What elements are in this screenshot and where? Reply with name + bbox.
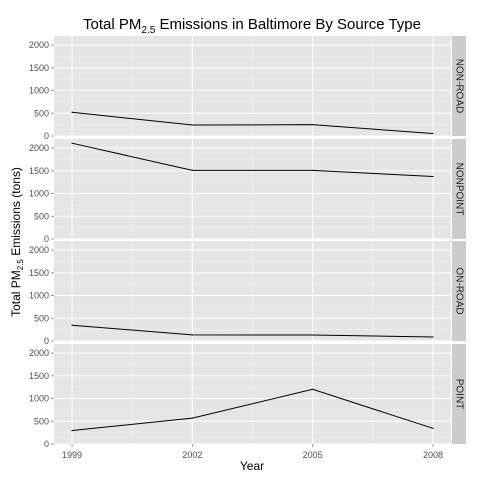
x-tick-label: 2002 — [182, 450, 202, 460]
data-point — [312, 334, 314, 336]
y-tick-label: 1000 — [29, 394, 49, 404]
series-line — [71, 388, 434, 431]
data-point — [312, 124, 314, 126]
facet-panels: 0 500 1000 1500 2000 NON-ROAD 0 500 1000 1500 2000… — [29, 36, 466, 449]
data-point — [432, 132, 434, 135]
data-point — [71, 429, 73, 432]
strip-background — [452, 344, 466, 444]
data-point — [71, 111, 73, 113]
y-tick-label: 1500 — [29, 166, 49, 176]
y-tick-label: 2000 — [29, 245, 49, 255]
strip-label: POINT — [453, 379, 464, 410]
data-point — [432, 427, 434, 429]
y-axis-title-subscript: 2.5 — [16, 259, 25, 271]
y-tick-label: 500 — [34, 416, 49, 426]
data-point — [432, 336, 434, 338]
x-axis: 1999 2002 2005 2008 — [62, 444, 443, 460]
chart-title-prefix: Total PM — [83, 16, 141, 33]
strip-label: ON-ROAD — [453, 267, 464, 314]
y-tick-label: 0 — [44, 439, 49, 449]
data-point — [191, 417, 193, 419]
data-point — [191, 334, 193, 336]
strip-background — [452, 36, 466, 136]
y-axis-title: Total PM2.5 Emissions (tons) — [9, 167, 25, 317]
y-axis-title-suffix: Emissions (tons) — [9, 167, 23, 259]
chart-title-suffix: Emissions in Baltimore By Source Type — [155, 16, 421, 33]
series-line — [72, 324, 433, 338]
y-tick-label: 0 — [44, 131, 49, 141]
x-tick-label: 2008 — [423, 450, 443, 460]
facet-panel: 0 500 1000 1500 2000 POINT — [29, 344, 466, 449]
y-tick-label: 500 — [34, 108, 49, 118]
y-tick-label: 500 — [34, 211, 49, 221]
y-tick-label: 1500 — [29, 63, 49, 73]
y-tick-label: 2000 — [29, 348, 49, 358]
y-axis-title-prefix: Total PM — [9, 270, 23, 317]
facet-panel: 0 500 1000 1500 2000 ON-ROAD — [29, 241, 466, 346]
y-tick-label: 1000 — [29, 189, 49, 199]
y-tick-label: 1500 — [29, 371, 49, 381]
y-tick-label: 2000 — [29, 143, 49, 153]
chart-title-subscript: 2.5 — [141, 25, 155, 36]
strip-label: NON-ROAD — [453, 59, 464, 113]
strip-background — [452, 139, 466, 239]
data-point — [312, 169, 314, 171]
strip-label: NONPOINT — [453, 163, 464, 216]
strip-background — [452, 241, 466, 341]
data-point — [191, 124, 193, 126]
x-tick-label: 1999 — [62, 450, 82, 460]
y-tick-label: 1000 — [29, 86, 49, 96]
x-tick-label: 2005 — [303, 450, 323, 460]
y-tick-label: 0 — [44, 234, 49, 244]
data-point — [71, 324, 73, 326]
data-point — [71, 142, 73, 144]
data-point — [312, 388, 314, 390]
data-point — [432, 175, 434, 178]
x-axis-title: Year — [240, 459, 264, 473]
series-line — [71, 142, 433, 178]
y-tick-label: 1000 — [29, 291, 49, 301]
facet-panel: 0 500 1000 1500 2000 NONPOINT — [29, 139, 466, 244]
y-tick-label: 0 — [44, 336, 49, 346]
y-tick-label: 500 — [34, 313, 49, 323]
series-line — [71, 111, 433, 134]
chart-title: Total PM2.5 Emissions in Baltimore By So… — [83, 16, 421, 36]
data-point — [191, 169, 193, 171]
y-tick-label: 1500 — [29, 268, 49, 278]
y-tick-label: 2000 — [29, 40, 49, 50]
facet-panel: 0 500 1000 1500 2000 NON-ROAD — [29, 36, 466, 141]
